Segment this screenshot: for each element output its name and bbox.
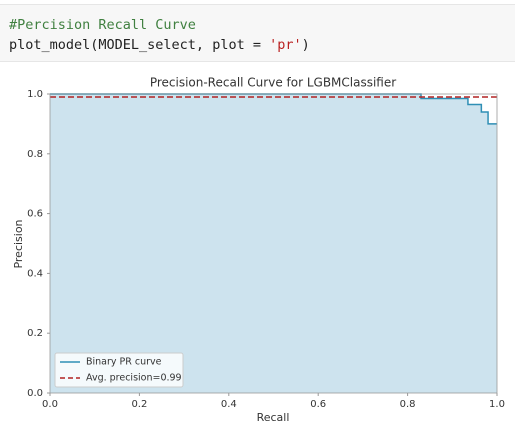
code-line: #Percision Recall Curve <box>9 15 515 35</box>
code-token: #Percision Recall Curve <box>9 17 196 33</box>
y-tick-label: 0.0 <box>27 388 43 399</box>
x-tick-label: 0.6 <box>310 399 326 410</box>
x-tick-label: 0.2 <box>131 399 147 410</box>
code-cell[interactable]: #Percision Recall Curve plot_model(MODEL_… <box>0 4 515 62</box>
code-line: plot_model(MODEL_select, plot = 'pr') <box>9 35 515 55</box>
y-tick-label: 1.0 <box>27 89 43 100</box>
code-token: ) <box>301 37 310 53</box>
x-tick-label: 0.8 <box>400 399 416 410</box>
legend-label: Binary PR curve <box>86 357 162 368</box>
x-tick-label: 1.0 <box>489 399 505 410</box>
x-tick-label: 0.4 <box>221 399 237 410</box>
chart-title: Precision-Recall Curve for LGBMClassifie… <box>150 76 396 90</box>
code-token: 'pr' <box>269 37 302 53</box>
x-tick-label: 0.0 <box>42 399 58 410</box>
y-tick-label: 0.6 <box>27 209 43 220</box>
code-token: plot_model(MODEL_select, plot = <box>9 37 270 53</box>
pr-area <box>50 94 497 393</box>
legend-box <box>54 352 184 388</box>
plot-frame <box>49 93 498 394</box>
legend-label: Avg. precision=0.99 <box>86 373 182 384</box>
y-tick-label: 0.8 <box>27 149 43 160</box>
y-axis-label: Precision <box>12 219 25 268</box>
y-tick-label: 0.2 <box>27 328 43 339</box>
x-axis-label: Recall <box>257 411 290 424</box>
y-tick-label: 0.4 <box>27 268 43 279</box>
